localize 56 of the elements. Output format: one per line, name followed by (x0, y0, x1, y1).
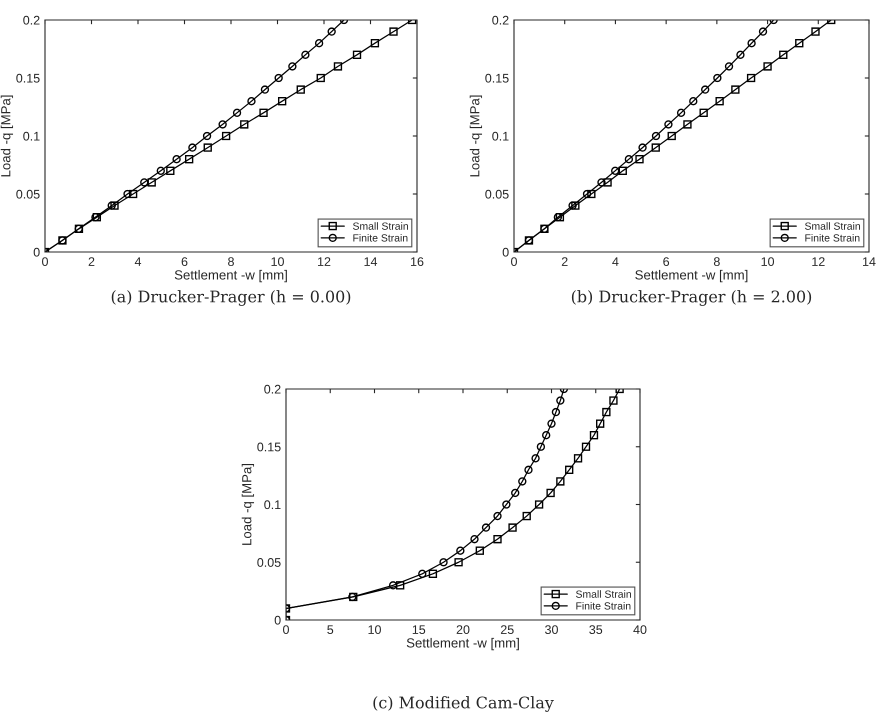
legend-label: Small Strain (804, 222, 860, 230)
x-tick-label: 5 (327, 625, 334, 634)
x-tick-label: 10 (762, 257, 774, 266)
x-tick-label: 0 (42, 257, 48, 266)
x-tick-label: 12 (318, 257, 330, 266)
x-tick-label: 8 (714, 257, 720, 266)
x-tick-label: 4 (612, 257, 619, 266)
y-tick-label: 0.05 (16, 190, 40, 199)
x-tick-label: 40 (633, 625, 646, 634)
y-tick-label: 0.05 (485, 190, 509, 199)
y-tick-label: 0 (502, 248, 509, 257)
x-tick-label: 16 (411, 257, 424, 266)
legend-label: Small Strain (576, 590, 631, 598)
x-tick-label: 0 (283, 625, 289, 634)
y-axis-title: Load -q [MPa] (470, 96, 482, 176)
x-tick-label: 12 (812, 257, 825, 266)
x-tick-label: 10 (368, 625, 381, 634)
x-tick-label: 4 (134, 257, 142, 266)
x-tick-label: 6 (663, 257, 670, 266)
x-tick-label: 14 (364, 257, 378, 266)
x-tick-label: 6 (182, 257, 188, 266)
y-axis-title: Load -q [MPa] (242, 464, 254, 545)
x-tick-label: 35 (589, 625, 602, 634)
x-tick-label: 25 (500, 625, 514, 634)
x-axis-title: Settlement -w [mm] (174, 270, 287, 282)
y-tick-label: 0.05 (257, 558, 281, 567)
x-axis-title: Settlement -w [mm] (635, 270, 748, 282)
y-tick-label: 0.15 (257, 442, 281, 452)
y-tick-label: 0.2 (264, 384, 281, 394)
text: (c) Modified Cam-Clay (373, 696, 554, 712)
legend-label: Finite Strain (576, 602, 630, 610)
text: (b) Drucker-Prager (h = 2.00) (572, 290, 812, 306)
y-tick-label: 0.2 (492, 16, 509, 25)
x-tick-label: 8 (228, 257, 234, 266)
x-tick-label: 10 (272, 257, 284, 266)
x-tick-label: 0 (511, 257, 517, 266)
x-tick-label: 14 (863, 257, 876, 266)
x-axis-title: Settlement -w [mm] (406, 638, 519, 650)
y-tick-label: 0.1 (264, 500, 281, 510)
y-tick-label: 0.15 (16, 74, 40, 83)
y-tick-label: 0.1 (492, 132, 509, 141)
y-tick-label: 0.1 (23, 132, 40, 141)
y-tick-label: 0.15 (485, 74, 509, 83)
x-tick-label: 30 (545, 625, 558, 634)
y-tick-label: 0 (274, 616, 281, 625)
y-tick-label: 0.2 (23, 16, 40, 25)
legend-label: Small Strain (352, 222, 408, 230)
x-tick-label: 20 (456, 625, 470, 634)
y-tick-label: 0 (34, 248, 40, 257)
legend-label: Finite Strain (805, 234, 860, 242)
legend-label: Finite Strain (353, 234, 408, 242)
x-tick-label: 2 (562, 257, 568, 266)
y-axis-title: Load -q [MPa] (0, 96, 14, 176)
x-tick-label: 15 (412, 625, 426, 634)
x-tick-label: 2 (88, 257, 94, 266)
text: (a) Drucker-Prager (h = 0.00) (112, 290, 350, 306)
